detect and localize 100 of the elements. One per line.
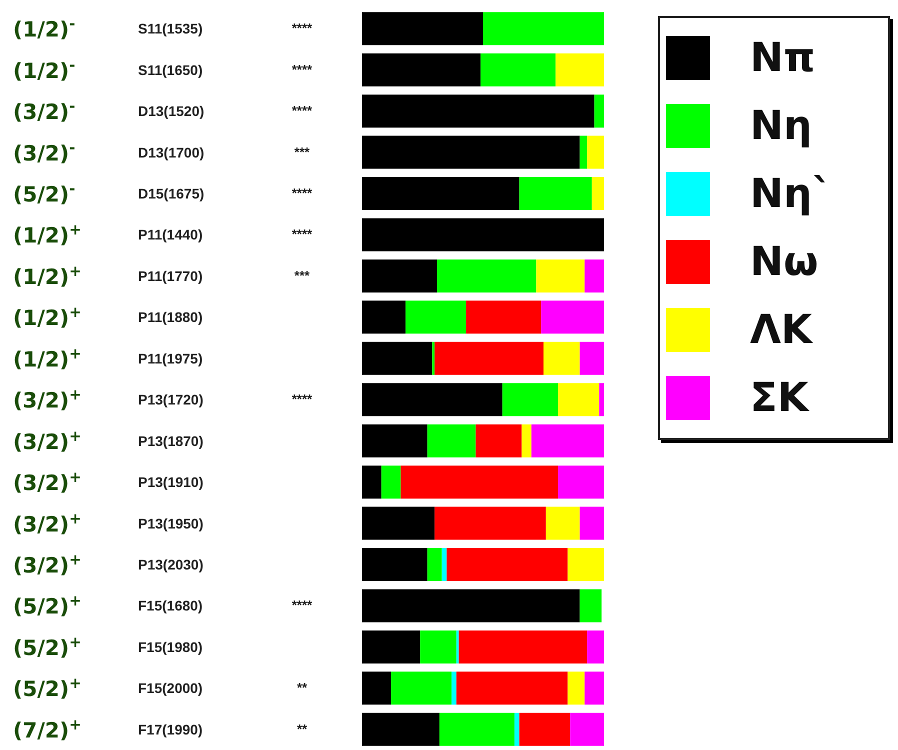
y-tick-label: P11(1975) bbox=[138, 350, 203, 366]
legend-label: Nη` bbox=[749, 171, 832, 217]
text: **** bbox=[292, 392, 314, 407]
text: (5/2)$^{+}$ bbox=[13, 592, 82, 619]
text: (3/2)$^{-}$ bbox=[13, 139, 76, 166]
bar bbox=[362, 506, 435, 540]
y-tick-label: F15(1680) bbox=[138, 598, 203, 614]
text: (1/2)$^{-}$ bbox=[13, 16, 76, 42]
legend-label: Nη bbox=[749, 103, 812, 149]
bar bbox=[406, 300, 466, 334]
y-tick-label: P13(1720) bbox=[138, 392, 204, 408]
y-tick-label: F17(1990) bbox=[138, 721, 203, 738]
bar bbox=[456, 672, 568, 705]
bar bbox=[587, 136, 604, 169]
bar bbox=[381, 466, 401, 499]
bar bbox=[442, 548, 447, 582]
bar bbox=[599, 383, 604, 416]
text: *** bbox=[294, 268, 311, 283]
bar bbox=[536, 259, 585, 292]
bar bbox=[546, 506, 580, 540]
bar bbox=[514, 712, 520, 746]
bar bbox=[502, 383, 558, 416]
bar bbox=[580, 136, 588, 169]
text: (3/2)$^{+}$ bbox=[13, 510, 82, 536]
y-tick-label: S11(1650) bbox=[138, 62, 203, 78]
bar bbox=[483, 12, 604, 46]
text: (3/2)$^{+}$ bbox=[13, 552, 82, 578]
y-tick-label: P11(1770) bbox=[138, 268, 203, 284]
bar bbox=[391, 672, 452, 705]
bar bbox=[456, 630, 459, 664]
y-tick-label: P13(2030) bbox=[138, 556, 204, 572]
bar bbox=[362, 383, 502, 416]
bar bbox=[362, 94, 594, 128]
bar bbox=[362, 342, 432, 375]
bar bbox=[437, 259, 536, 292]
legend-label: Nω bbox=[749, 239, 818, 285]
bar bbox=[427, 424, 476, 458]
bar bbox=[362, 630, 420, 664]
bar bbox=[584, 672, 604, 705]
bar bbox=[587, 630, 604, 664]
text: **** bbox=[292, 226, 314, 242]
legend-label: ΛK bbox=[749, 307, 812, 353]
bar bbox=[594, 94, 604, 128]
bar bbox=[480, 53, 556, 86]
bar bbox=[362, 712, 440, 746]
bar bbox=[446, 548, 568, 582]
bar bbox=[362, 548, 428, 582]
text: *** bbox=[294, 144, 311, 160]
bar bbox=[522, 424, 532, 458]
bar bbox=[458, 630, 588, 664]
bar bbox=[362, 53, 481, 86]
bar bbox=[432, 342, 435, 375]
bar bbox=[592, 177, 604, 210]
bar bbox=[362, 589, 580, 622]
y-tick-label: P11(1440) bbox=[138, 226, 203, 243]
bar bbox=[362, 300, 406, 334]
bar bbox=[420, 630, 456, 664]
text: (5/2)$^{+}$ bbox=[13, 634, 82, 660]
text: (1/2)$^{+}$ bbox=[13, 345, 82, 372]
bar bbox=[434, 506, 546, 540]
text: (1/2)$^{+}$ bbox=[13, 222, 82, 248]
legend-label: ΣK bbox=[749, 375, 808, 421]
bar bbox=[568, 672, 585, 705]
text: **** bbox=[292, 103, 314, 118]
text: (3/2)$^{+}$ bbox=[13, 428, 82, 454]
text: **** bbox=[292, 62, 314, 77]
text: ** bbox=[296, 680, 308, 696]
bar bbox=[556, 53, 604, 86]
text: (3/2)$^{-}$ bbox=[13, 98, 76, 124]
y-tick-label: D13(1700) bbox=[138, 144, 204, 160]
text: **** bbox=[292, 20, 314, 36]
bar bbox=[362, 424, 428, 458]
text: (3/2)$^{+}$ bbox=[13, 386, 82, 413]
bar bbox=[570, 712, 604, 746]
bar bbox=[400, 466, 558, 499]
bar bbox=[580, 506, 604, 540]
y-tick-label: F15(2000) bbox=[138, 680, 203, 696]
bar bbox=[427, 548, 442, 582]
text: **** bbox=[292, 186, 314, 200]
text: (3/2)$^{+}$ bbox=[13, 469, 82, 496]
bar bbox=[362, 136, 580, 169]
y-tick-label: S11(1535) bbox=[138, 20, 203, 37]
bar bbox=[476, 424, 522, 458]
bar bbox=[439, 712, 514, 746]
bar bbox=[466, 300, 542, 334]
y-tick-label: P11(1880) bbox=[138, 309, 203, 326]
bar bbox=[531, 424, 604, 458]
bar bbox=[362, 466, 382, 499]
text: (5/2)$^{+}$ bbox=[13, 675, 82, 702]
text: (1/2)$^{-}$ bbox=[13, 56, 76, 83]
bar bbox=[580, 589, 602, 622]
bar bbox=[519, 712, 570, 746]
y-tick-label: D15(1675) bbox=[138, 186, 204, 202]
text: ** bbox=[296, 721, 308, 736]
bar bbox=[580, 342, 604, 375]
y-tick-label: D13(1520) bbox=[138, 103, 204, 120]
y-tick-label: F15(1980) bbox=[138, 638, 203, 655]
text: (7/2)$^{+}$ bbox=[13, 716, 82, 742]
bar bbox=[362, 259, 438, 292]
bar bbox=[558, 383, 600, 416]
